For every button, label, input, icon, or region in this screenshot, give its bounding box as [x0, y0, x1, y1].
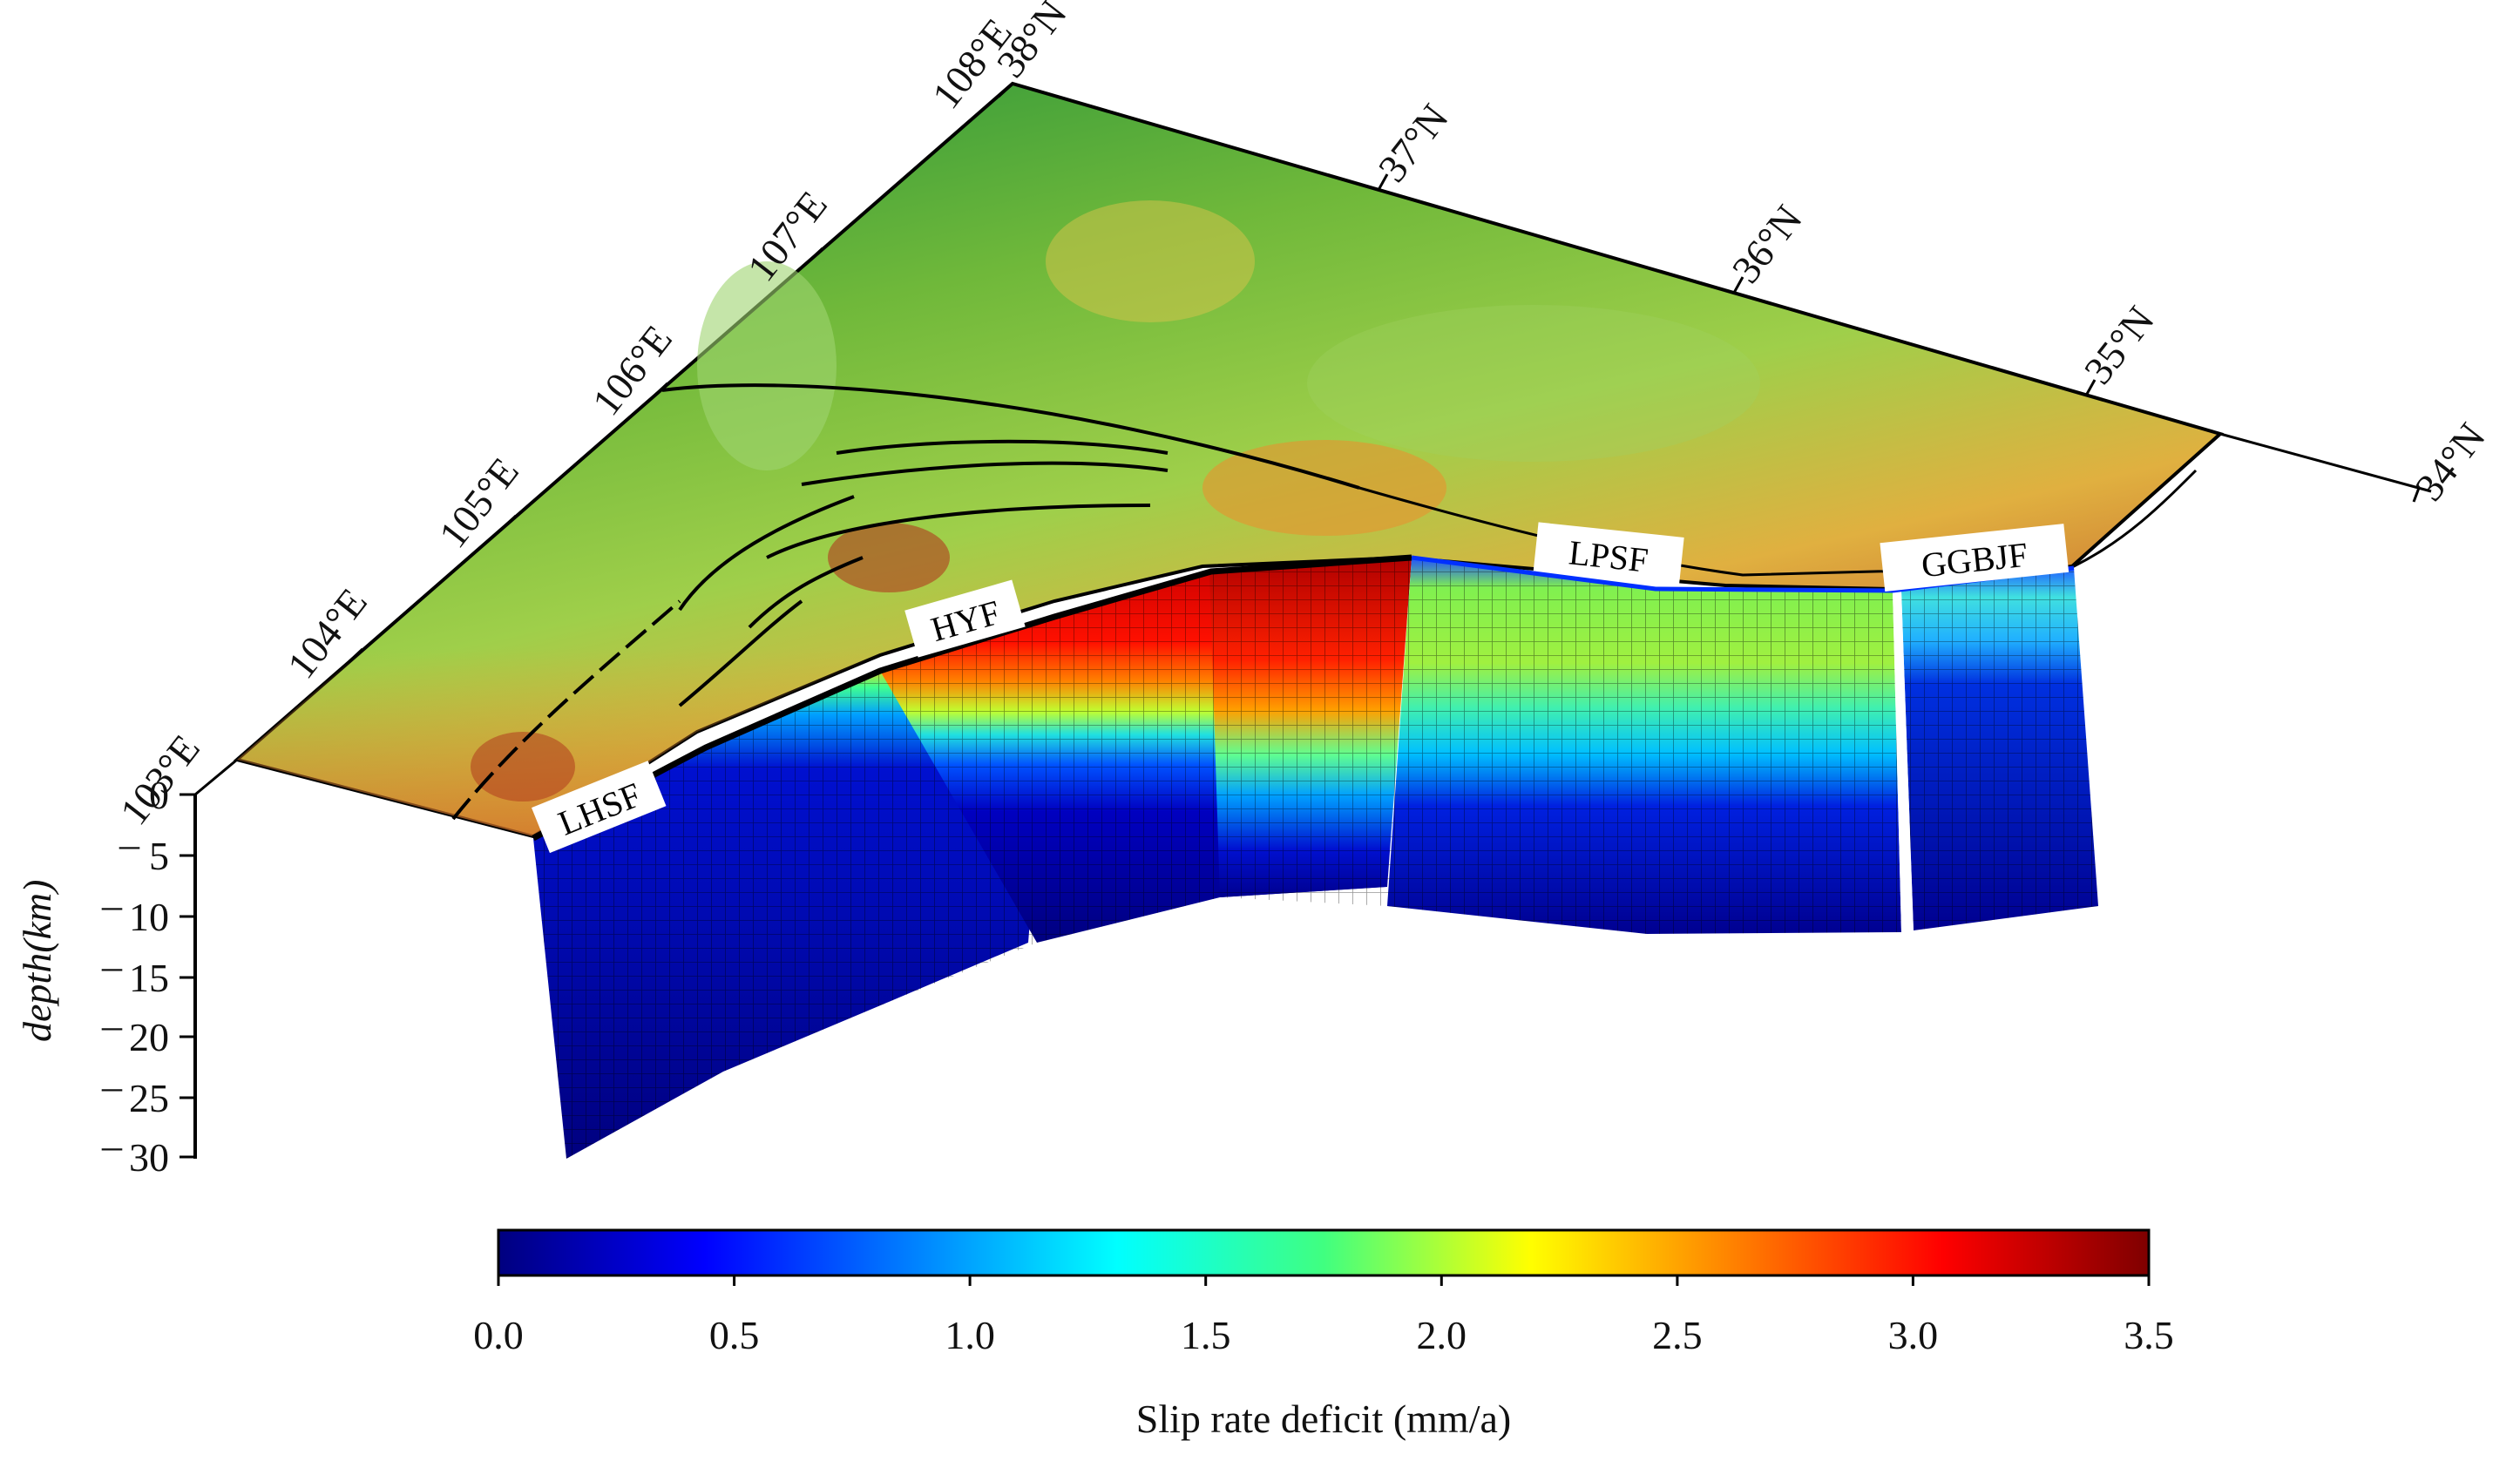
fault-label-text: LPSF [1567, 532, 1650, 579]
colorbar-ticks [497, 1275, 2151, 1286]
depth-tick-label: – [101, 1003, 123, 1047]
fault-trace [451, 599, 681, 821]
colorbar-tick-label: 1.5 [1181, 1313, 1231, 1357]
latitude-label: 37°N [1370, 96, 1457, 190]
fault-trace [836, 439, 1169, 455]
latitude-label: 38°N [988, 0, 1075, 85]
fault-trace [801, 461, 1169, 486]
depth-tick-label: 15 [129, 956, 169, 1000]
fault-trace [661, 383, 1360, 490]
panel-gap [1893, 591, 1914, 932]
fault-traces [451, 383, 2198, 821]
depth-tick-label: 20 [129, 1015, 169, 1059]
colorbar-tick-label: 1.0 [945, 1313, 995, 1357]
depth-tick-label: – [119, 822, 140, 866]
colorbar-tick-label: 2.5 [1652, 1313, 1703, 1357]
fault-trace [748, 556, 864, 629]
slip-grid [533, 558, 1901, 1159]
depth-tick-label: 30 [129, 1135, 169, 1180]
colorbar-tick-label: 3.5 [2124, 1313, 2174, 1357]
terrain-highland [1202, 440, 1446, 536]
depth-tick-label: – [101, 1123, 123, 1167]
latitude-label: 36°N [1724, 197, 1811, 291]
colorbar-tick-label: 0.0 [473, 1313, 524, 1357]
depth-tick-label: 5 [149, 834, 169, 878]
latitude-label: 34°N [2407, 415, 2494, 509]
colorbar-tick-label: 3.0 [1888, 1313, 1939, 1357]
fault-top-trace [532, 554, 1412, 842]
depth-tick-label: 0 [149, 773, 169, 817]
fault-labels: LHSF HYF LPSF GGBJF [532, 522, 2070, 854]
depth-tick-label: – [101, 944, 123, 988]
fault-label-ggbjf: GGBJF [1880, 524, 2070, 592]
depth-tick-label: – [101, 1064, 123, 1108]
fault-trace [1358, 469, 2198, 577]
fault-trace [766, 504, 1151, 559]
colorbar-title: Slip rate deficit (mm/a) [1136, 1397, 1511, 1441]
terrain-highland [471, 732, 575, 802]
latitude-label: 35°N [2076, 298, 2163, 392]
fault-label-lpsf: LPSF [1533, 522, 1684, 586]
depth-tick-label: 10 [129, 895, 169, 939]
terrain-highland [828, 523, 950, 592]
slip-grid [1901, 568, 2098, 930]
terrain-highland [1046, 200, 1255, 322]
terrain-valley [697, 261, 837, 470]
fault-trace [678, 495, 855, 612]
slip-panels [532, 554, 2098, 1159]
depth-axis-label: depth(km) [15, 880, 59, 1042]
depth-tick-label: 25 [129, 1076, 169, 1120]
fault-trace [678, 599, 803, 707]
colorbar-gradient [497, 1228, 2151, 1277]
colorbar-tick-label: 0.5 [709, 1313, 760, 1357]
colorbar-tick-label: 2.0 [1417, 1313, 1467, 1357]
terrain-map [233, 81, 2225, 839]
terrain-highland [1307, 305, 1760, 462]
colorbar: 0.0 0.5 1.0 1.5 2.0 2.5 3.0 3.5 Slip rat… [473, 1228, 2174, 1441]
depth-tick-label: – [101, 883, 123, 927]
depth-axis: – 5 – 10 – 15 – 20 – 25 – 30 0 depth(km) [15, 773, 197, 1180]
